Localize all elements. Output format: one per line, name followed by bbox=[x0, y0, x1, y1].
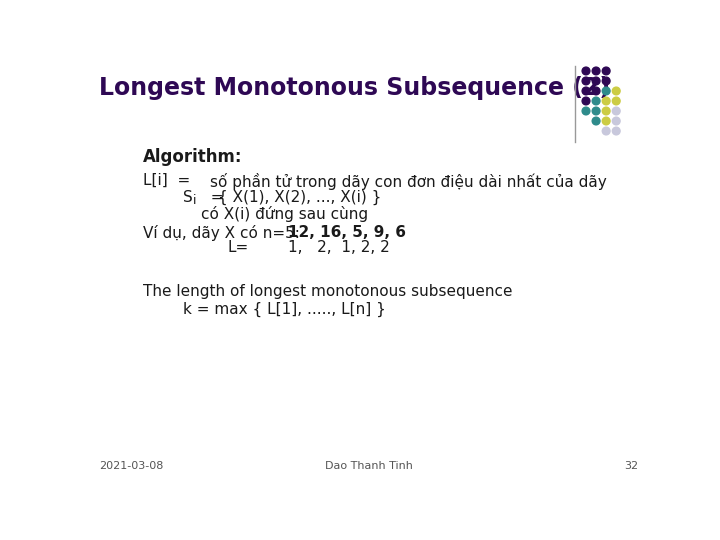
Circle shape bbox=[582, 107, 590, 115]
Text: =: = bbox=[201, 190, 223, 205]
Circle shape bbox=[582, 97, 590, 105]
Text: 12, 16, 5, 9, 6: 12, 16, 5, 9, 6 bbox=[287, 225, 405, 240]
Text: i: i bbox=[193, 194, 197, 207]
Text: L=: L= bbox=[228, 240, 249, 255]
Circle shape bbox=[593, 117, 600, 125]
Circle shape bbox=[593, 97, 600, 105]
Text: Longest Monotonous Subsequence (2): Longest Monotonous Subsequence (2) bbox=[99, 76, 611, 100]
Text: Ví dụ, dãy X có n=5:: Ví dụ, dãy X có n=5: bbox=[143, 225, 300, 241]
Circle shape bbox=[612, 97, 620, 105]
Circle shape bbox=[602, 117, 610, 125]
Circle shape bbox=[582, 77, 590, 85]
Circle shape bbox=[612, 127, 620, 135]
Circle shape bbox=[602, 107, 610, 115]
Circle shape bbox=[593, 87, 600, 95]
Circle shape bbox=[612, 107, 620, 115]
Circle shape bbox=[582, 87, 590, 95]
Text: k = max { L[1], ....., L[n] }: k = max { L[1], ....., L[n] } bbox=[183, 302, 386, 317]
Circle shape bbox=[612, 87, 620, 95]
Text: L[i]  =: L[i] = bbox=[143, 173, 190, 187]
Circle shape bbox=[582, 67, 590, 75]
Text: 1,   2,  1, 2, 2: 1, 2, 1, 2, 2 bbox=[287, 240, 390, 255]
Circle shape bbox=[602, 67, 610, 75]
Circle shape bbox=[602, 77, 610, 85]
Text: Algorithm:: Algorithm: bbox=[143, 148, 242, 166]
Circle shape bbox=[602, 127, 610, 135]
Circle shape bbox=[593, 107, 600, 115]
Text: 32: 32 bbox=[624, 461, 639, 471]
Text: số phần tử trong dãy con đơn điệu dài nhất của dãy: số phần tử trong dãy con đơn điệu dài nh… bbox=[210, 173, 607, 190]
Text: có X(i) đứng sau cùng: có X(i) đứng sau cùng bbox=[201, 206, 368, 222]
Circle shape bbox=[602, 87, 610, 95]
Circle shape bbox=[593, 67, 600, 75]
Text: { X(1), X(2), ..., X(i) }: { X(1), X(2), ..., X(i) } bbox=[218, 190, 382, 205]
Text: Dao Thanh Tinh: Dao Thanh Tinh bbox=[325, 461, 413, 471]
Circle shape bbox=[612, 117, 620, 125]
Circle shape bbox=[602, 97, 610, 105]
Circle shape bbox=[593, 77, 600, 85]
Text: 2021-03-08: 2021-03-08 bbox=[99, 461, 163, 471]
Text: The length of longest monotonous subsequence: The length of longest monotonous subsequ… bbox=[143, 284, 512, 299]
Text: S: S bbox=[183, 190, 193, 205]
